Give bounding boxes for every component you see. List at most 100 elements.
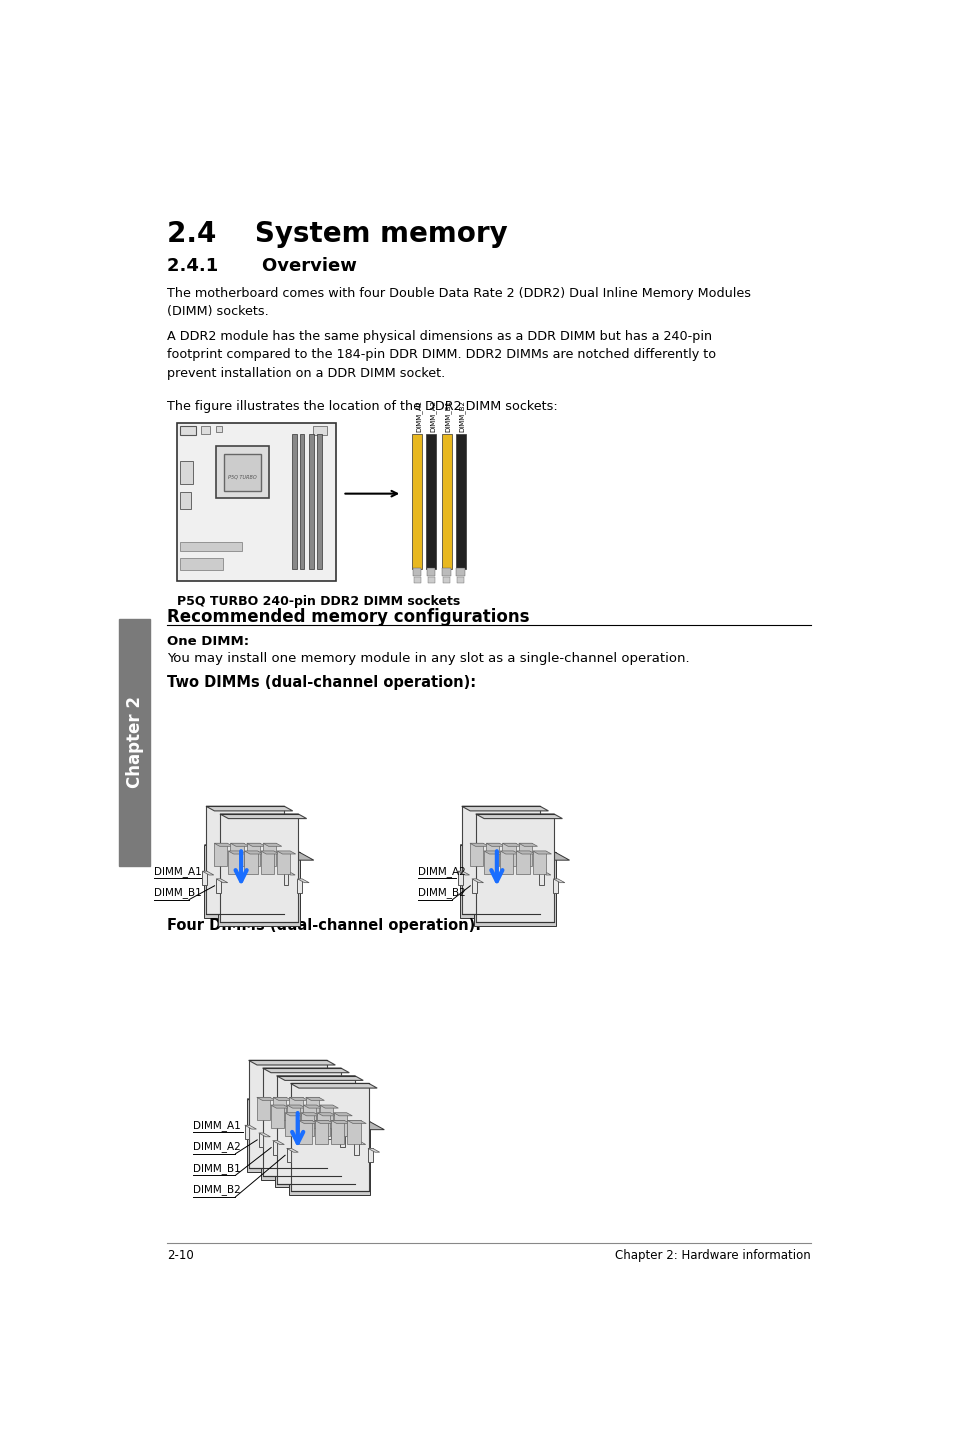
Polygon shape [218, 853, 299, 926]
Polygon shape [274, 1114, 370, 1122]
Text: DIMM_B1: DIMM_B1 [444, 400, 451, 431]
Bar [442, 568, 451, 577]
Polygon shape [314, 1120, 334, 1123]
Polygon shape [244, 851, 257, 874]
Bar [177, 423, 335, 581]
Text: 2-10: 2-10 [167, 1250, 193, 1263]
Polygon shape [499, 851, 513, 874]
Polygon shape [260, 851, 279, 854]
Text: The motherboard comes with four Double Data Rate 2 (DDR2) Dual Inline Memory Mod: The motherboard comes with four Double D… [167, 286, 751, 318]
Polygon shape [538, 871, 550, 874]
Polygon shape [276, 851, 290, 874]
Polygon shape [319, 1104, 333, 1129]
Polygon shape [476, 814, 554, 922]
Bar [253, 1125, 322, 1160]
Bar [211, 870, 279, 907]
Bar [368, 1149, 373, 1162]
Text: DIMM_B2: DIMM_B2 [193, 1185, 240, 1195]
Bar [466, 870, 535, 907]
Polygon shape [228, 851, 247, 854]
Bar [427, 568, 435, 577]
Bar [456, 577, 464, 582]
Polygon shape [486, 843, 498, 866]
Polygon shape [276, 851, 295, 854]
Bar [224, 879, 294, 915]
Polygon shape [461, 807, 539, 915]
Bar [200, 426, 210, 434]
Polygon shape [553, 879, 564, 883]
Polygon shape [284, 1113, 297, 1136]
Polygon shape [368, 1149, 379, 1152]
Polygon shape [273, 1097, 286, 1120]
Polygon shape [258, 1133, 270, 1137]
Bar [316, 434, 321, 569]
Polygon shape [287, 1104, 300, 1129]
Polygon shape [273, 1097, 292, 1100]
Polygon shape [340, 1133, 352, 1137]
Polygon shape [286, 1149, 298, 1152]
Polygon shape [298, 1120, 312, 1143]
Text: DIMM_B2: DIMM_B2 [458, 400, 465, 431]
Polygon shape [516, 851, 535, 854]
Polygon shape [459, 844, 555, 853]
Polygon shape [331, 1120, 344, 1143]
Polygon shape [220, 814, 298, 922]
Polygon shape [476, 814, 562, 818]
Text: Recommended memory configurations: Recommended memory configurations [167, 608, 529, 626]
Polygon shape [301, 1113, 319, 1116]
Text: 2.4.1       Overview: 2.4.1 Overview [167, 257, 356, 275]
Bar [273, 1140, 277, 1155]
Bar [267, 1132, 335, 1169]
Polygon shape [305, 1097, 318, 1120]
Polygon shape [461, 807, 548, 811]
Polygon shape [457, 871, 469, 874]
Bar [414, 577, 420, 582]
Bar [456, 568, 464, 577]
Polygon shape [220, 814, 306, 818]
Bar [292, 434, 296, 569]
Polygon shape [247, 843, 259, 866]
Polygon shape [347, 1120, 360, 1143]
Polygon shape [334, 1113, 352, 1116]
Text: DIMM_B1: DIMM_B1 [193, 1163, 240, 1173]
Polygon shape [216, 879, 228, 883]
Polygon shape [274, 1114, 356, 1188]
Bar [427, 577, 435, 582]
Polygon shape [470, 843, 488, 847]
Polygon shape [214, 843, 227, 866]
Bar [294, 1148, 364, 1183]
Polygon shape [276, 1076, 355, 1183]
Polygon shape [291, 1083, 376, 1089]
Bar [480, 879, 549, 915]
Polygon shape [518, 843, 537, 847]
Polygon shape [347, 1120, 366, 1123]
Polygon shape [245, 1126, 256, 1129]
Text: 2.4    System memory: 2.4 System memory [167, 220, 508, 249]
Polygon shape [486, 843, 504, 847]
Polygon shape [518, 843, 532, 866]
Bar [456, 434, 465, 569]
Polygon shape [291, 1083, 369, 1191]
Polygon shape [326, 1126, 337, 1129]
Polygon shape [206, 807, 293, 811]
Polygon shape [249, 1060, 335, 1066]
Polygon shape [314, 1120, 328, 1143]
Bar [457, 871, 462, 884]
Polygon shape [289, 1122, 370, 1195]
Polygon shape [256, 1097, 270, 1120]
Polygon shape [262, 1068, 340, 1176]
Text: The figure illustrates the location of the DDR2 DIMM sockets:: The figure illustrates the location of t… [167, 400, 558, 414]
Bar [180, 542, 242, 551]
Bar [326, 1126, 331, 1139]
Polygon shape [483, 851, 497, 874]
Polygon shape [202, 871, 213, 874]
Polygon shape [319, 1104, 338, 1109]
Bar [441, 434, 452, 569]
Bar [216, 446, 269, 499]
Text: DIMM_A1: DIMM_A1 [193, 1120, 240, 1130]
Polygon shape [334, 1113, 346, 1136]
Polygon shape [472, 879, 483, 883]
Polygon shape [263, 843, 276, 866]
Bar [119, 620, 150, 866]
Bar [281, 1140, 350, 1176]
